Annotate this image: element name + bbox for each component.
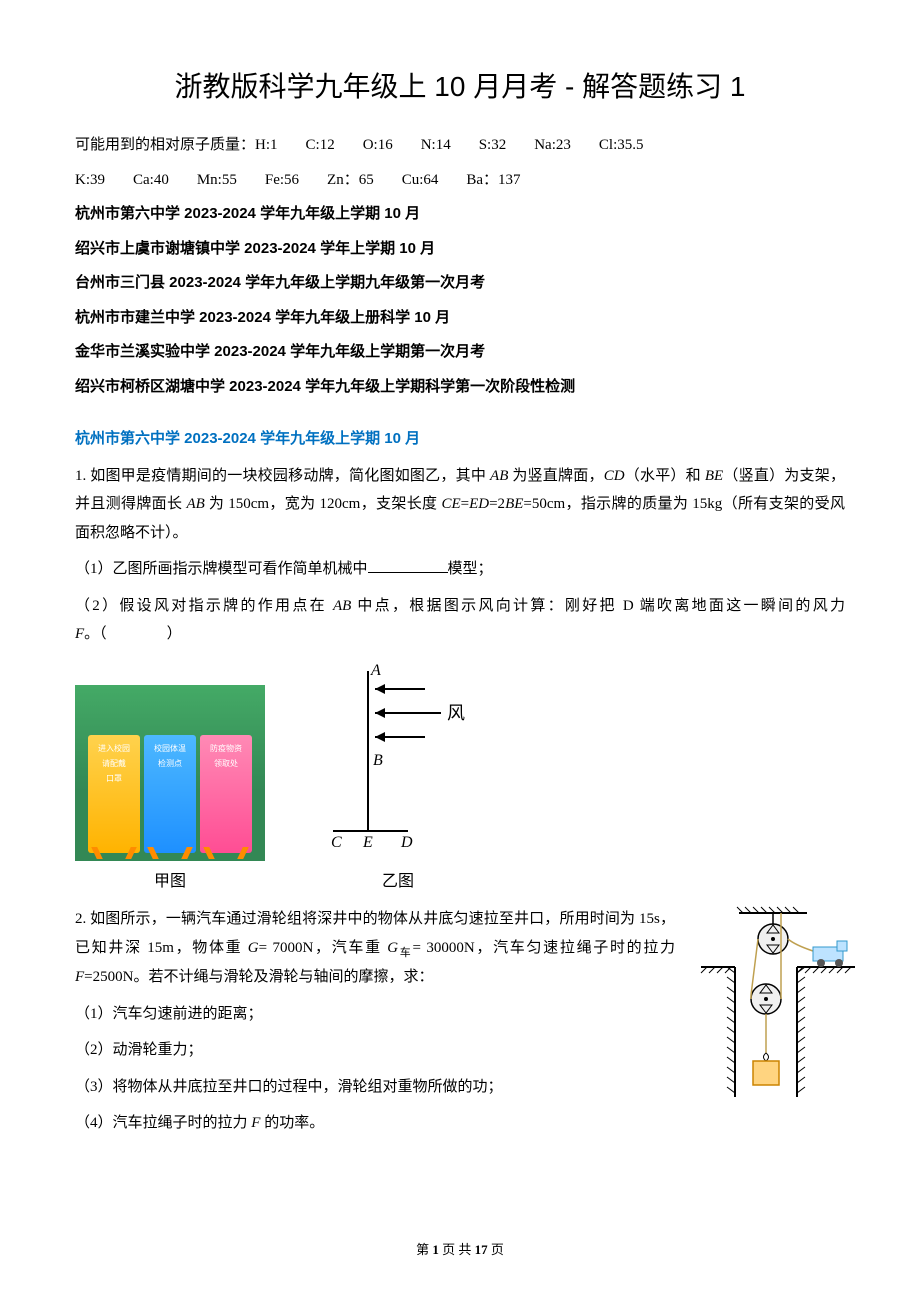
atomic-mass-line1: 可能用到的相对原子质量：H:1 C:12 O:16 N:14 S:32 Na:23 Cl:3… [75, 131, 845, 160]
atomic-mass-line2: K:39 Ca:40 Mn:55 Fe:56 Zn：65 Cu:64 Ba：137 [75, 166, 845, 195]
atomic-intro: 可能用到的相对原子质量： [75, 137, 255, 153]
section-header: 杭州市第六中学 2023-2024 学年九年级上学期 10 月 [75, 425, 845, 454]
atomic-item: Cu:64 [402, 166, 439, 195]
atomic-item: C:12 [306, 131, 335, 160]
atomic-item: N:14 [421, 131, 451, 160]
svg-text:D: D [400, 834, 413, 851]
q-num: 2. [75, 911, 86, 927]
atomic-item: Na:23 [534, 131, 571, 160]
svg-text:风: 风 [447, 703, 465, 723]
atomic-item: K:39 [75, 166, 105, 195]
source-item: 杭州市第六中学 2023-2024 学年九年级上学期 10 月 [75, 200, 845, 229]
diagram-svg: A B C E D 风 [313, 661, 483, 861]
question-2-wrap: 2. 如图所示，一辆汽车通过滑轮组将深井中的物体从井底匀速拉至井口，所用时间为 … [75, 905, 845, 1138]
source-item: 台州市三门县 2023-2024 学年九年级上学期九年级第一次月考 [75, 269, 845, 298]
atomic-item: Mn:55 [197, 166, 237, 195]
source-item: 绍兴市上虞市谢塘镇中学 2023-2024 学年上学期 10 月 [75, 235, 845, 264]
source-item: 金华市兰溪实验中学 2023-2024 学年九年级上学期第一次月考 [75, 338, 845, 367]
svg-text:A: A [370, 662, 381, 679]
q-num: 1. [75, 468, 86, 484]
page-title: 浙教版科学九年级上 10 月月考 - 解答题练习 1 [75, 60, 845, 113]
svg-text:E: E [362, 834, 373, 851]
svg-text:B: B [373, 752, 383, 769]
atomic-item: Ca:40 [133, 166, 169, 195]
figure-yi: A B C E D 风 乙图 [313, 661, 483, 897]
svg-text:C: C [331, 834, 342, 851]
source-list: 杭州市第六中学 2023-2024 学年九年级上学期 10 月 绍兴市上虞市谢塘… [75, 200, 845, 401]
atomic-item: Cl:35.5 [599, 131, 644, 160]
atomic-item: Ba：137 [466, 166, 520, 195]
source-item: 杭州市市建兰中学 2023-2024 学年九年级上册科学 10 月 [75, 304, 845, 333]
question-2-sub4: （4）汽车拉绳子时的拉力 F 的功率。 [75, 1109, 845, 1138]
caption-yi: 乙图 [382, 867, 414, 897]
atomic-item: H:1 [255, 131, 278, 160]
atomic-item: Zn：65 [327, 166, 374, 195]
source-item: 绍兴市柯桥区湖塘中学 2023-2024 学年九年级上学期科学第一次阶段性检测 [75, 373, 845, 402]
question-1-stem: 1. 如图甲是疫情期间的一块校园移动牌，简化图如图乙，其中 AB 为竖直牌面，C… [75, 462, 845, 548]
question-1-sub2: （2）假设风对指示牌的作用点在 AB 中点，根据图示风向计算：刚好把 D 端吹离… [75, 592, 845, 649]
atomic-item: S:32 [479, 131, 507, 160]
figure-jia: 进入校园请配戴口罩 校园体温检测点 防疫物资领取处 甲图 [75, 685, 265, 897]
question-1-sub1: （1）乙图所画指示牌模型可看作简单机械中模型； [75, 555, 845, 584]
page-footer: 第 1 页 共 17 页 [75, 1238, 845, 1263]
atomic-item: O:16 [363, 131, 393, 160]
caption-jia: 甲图 [154, 867, 186, 897]
atomic-item: Fe:56 [265, 166, 299, 195]
figure-row: 进入校园请配戴口罩 校园体温检测点 防疫物资领取处 甲图 A B C E D [75, 661, 845, 897]
figure-pulley [695, 905, 855, 1105]
fill-blank [368, 558, 448, 573]
photo-boards: 进入校园请配戴口罩 校园体温检测点 防疫物资领取处 [75, 685, 265, 861]
